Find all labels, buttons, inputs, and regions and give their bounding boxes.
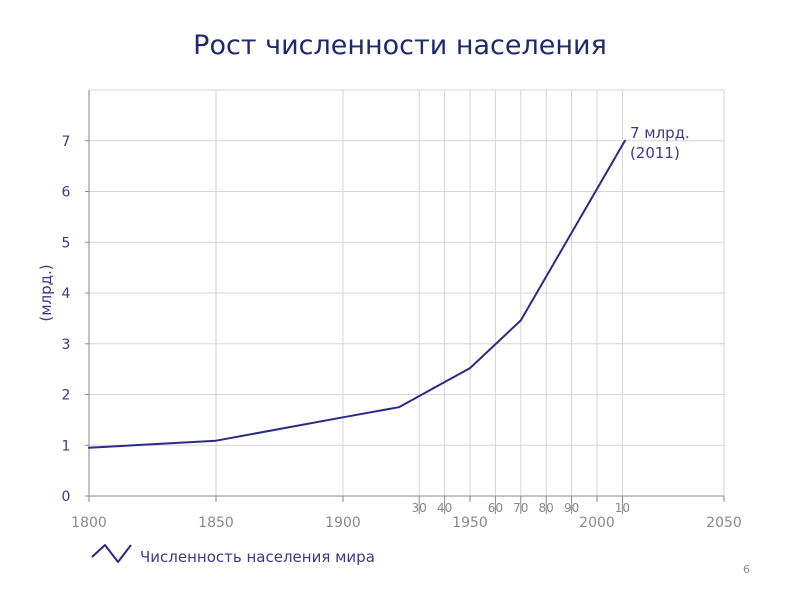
y-tick-label: 0 (62, 489, 71, 505)
legend: Численность населения мира (91, 544, 375, 566)
x-minor-tick-label: 10 (615, 501, 630, 515)
y-tick-label: 4 (62, 286, 71, 302)
data-point (215, 439, 217, 442)
slide-number: 6 (743, 563, 750, 576)
annotations: 7 млрд. (2011) (630, 124, 690, 162)
y-tick-label: 7 (62, 134, 71, 150)
x-tick-label: 2050 (706, 515, 742, 531)
annotation-value: 7 млрд. (630, 124, 690, 142)
x-minor-tick-label: 40 (437, 501, 452, 515)
series-layer (88, 139, 626, 449)
x-minor-tick-label: 70 (513, 501, 528, 515)
slide-title: Рост численности населения (193, 30, 607, 61)
data-point (624, 139, 626, 142)
tick-labels: 0 1 2 3 4 5 6 7 1800 1850 1900 1950 2000 2050 30 40 60 70… (37, 134, 742, 531)
data-point (520, 319, 522, 322)
data-point (342, 416, 344, 419)
y-tick-label: 3 (62, 337, 71, 353)
legend-line-icon (91, 544, 132, 563)
x-minor-tick-label: 90 (564, 501, 579, 515)
x-tick-label: 1850 (198, 515, 234, 531)
x-tick-label: 2000 (579, 515, 615, 531)
y-tick-label: 1 (62, 438, 71, 454)
y-tick-label: 6 (62, 185, 71, 201)
x-tick-label: 1800 (71, 515, 107, 531)
annotation-year: (2011) (630, 144, 680, 162)
grid-lines (89, 89, 725, 496)
x-minor-tick-label: 30 (412, 501, 427, 515)
y-axis-label: (млрд.) (37, 264, 55, 321)
legend-label: Численность населения мира (140, 548, 375, 566)
y-tick-label: 5 (62, 235, 71, 251)
x-tick-label: 1900 (325, 515, 361, 531)
axes (85, 90, 725, 514)
data-point (469, 367, 471, 369)
data-point (398, 406, 400, 408)
x-minor-tick-label: 80 (539, 501, 554, 515)
x-tick-label: 1950 (452, 515, 488, 531)
x-minor-tick-label: 60 (488, 501, 503, 515)
y-tick-label: 2 (62, 388, 71, 404)
data-point (88, 446, 90, 449)
series-line-0 (88, 139, 626, 449)
